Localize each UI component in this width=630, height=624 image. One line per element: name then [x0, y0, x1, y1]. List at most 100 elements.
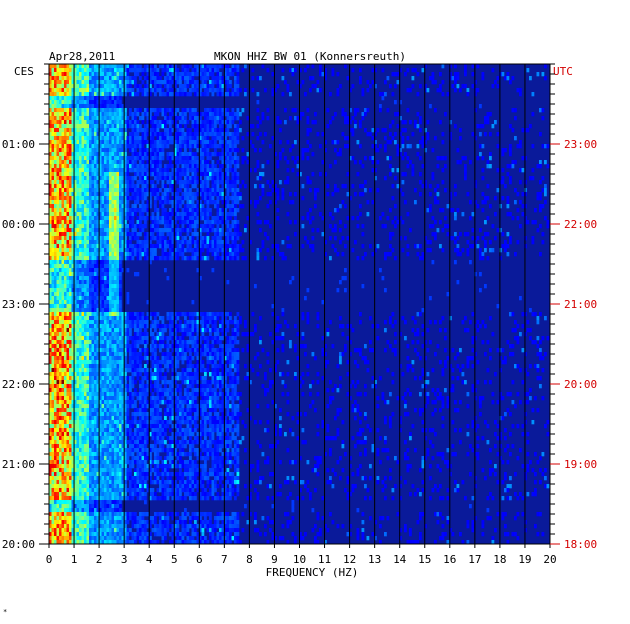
heatmap-cell — [49, 260, 52, 265]
heatmap-cell — [71, 76, 75, 81]
heatmap-cell — [444, 156, 447, 161]
heatmap-cell — [126, 192, 130, 197]
heatmap-cell — [214, 76, 217, 81]
heatmap-cell — [201, 196, 205, 201]
heatmap-cell — [74, 248, 77, 253]
heatmap-cell — [114, 208, 117, 213]
heatmap-cell — [61, 120, 65, 125]
heatmap-cell — [391, 184, 395, 189]
heatmap-cell — [76, 160, 80, 165]
heatmap-cell — [206, 116, 210, 121]
heatmap-cell — [56, 252, 60, 257]
heatmap-cell — [74, 288, 77, 293]
heatmap-cell — [74, 88, 77, 93]
heatmap-cell — [154, 156, 157, 161]
heatmap-cell — [196, 320, 200, 325]
heatmap-cell — [99, 268, 102, 273]
heatmap-cell — [261, 64, 265, 69]
heatmap-cell — [106, 240, 110, 245]
heatmap-cell — [216, 256, 220, 261]
heatmap-cell — [119, 148, 122, 153]
heatmap-cell — [424, 88, 427, 93]
heatmap-cell — [66, 184, 70, 189]
heatmap-cell — [176, 324, 180, 329]
heatmap-cell — [536, 72, 540, 77]
heatmap-cell — [539, 196, 542, 201]
heatmap-cell — [96, 96, 100, 101]
heatmap-cell — [236, 68, 240, 73]
heatmap-cell — [234, 232, 237, 237]
heatmap-cell — [256, 160, 260, 165]
heatmap-cell — [431, 72, 435, 77]
heatmap-cell — [71, 272, 75, 277]
heatmap-cell — [219, 108, 222, 113]
heatmap-cell — [94, 228, 97, 233]
heatmap-cell — [381, 276, 385, 281]
heatmap-cell — [449, 64, 452, 69]
heatmap-cell — [274, 244, 277, 249]
heatmap-cell — [71, 280, 75, 285]
heatmap-cell — [234, 92, 237, 97]
heatmap-cell — [426, 248, 430, 253]
heatmap-cell — [189, 180, 192, 185]
heatmap-cell — [196, 132, 200, 137]
heatmap-cell — [464, 164, 467, 169]
heatmap-cell — [66, 92, 70, 97]
heatmap-cell — [319, 72, 322, 77]
heatmap-cell — [126, 196, 130, 201]
heatmap-cell — [156, 216, 160, 221]
heatmap-cell — [221, 224, 225, 229]
heatmap-cell — [244, 88, 247, 93]
heatmap-cell — [136, 112, 140, 117]
heatmap-cell — [109, 248, 112, 253]
heatmap-cell — [351, 248, 355, 253]
heatmap-cell — [471, 312, 475, 317]
heatmap-cell — [256, 200, 260, 205]
heatmap-cell — [279, 152, 282, 157]
heatmap-cell — [86, 108, 90, 113]
heatmap-cell — [69, 296, 72, 301]
heatmap-cell — [179, 132, 182, 137]
heatmap-cell — [264, 132, 267, 137]
heatmap-cell — [74, 144, 77, 149]
heatmap-cell — [134, 184, 137, 189]
heatmap-cell — [136, 316, 140, 321]
heatmap-cell — [131, 64, 135, 69]
heatmap-cell — [49, 132, 52, 137]
heatmap-cell — [124, 196, 127, 201]
heatmap-cell — [146, 252, 150, 257]
heatmap-cell — [114, 136, 117, 141]
heatmap-cell — [229, 120, 232, 125]
heatmap-cell — [54, 68, 57, 73]
heatmap-cell — [164, 64, 167, 69]
heatmap-cell — [204, 236, 207, 241]
heatmap-cell — [104, 268, 107, 273]
heatmap-cell — [176, 212, 180, 217]
heatmap-cell — [69, 284, 72, 289]
heatmap-cell — [214, 316, 217, 321]
heatmap-cell — [74, 192, 77, 197]
heatmap-cell — [251, 124, 255, 129]
heatmap-cell — [299, 116, 302, 121]
heatmap-cell — [446, 292, 450, 297]
heatmap-cell — [64, 248, 67, 253]
heatmap-cell — [109, 172, 112, 177]
heatmap-cell — [246, 116, 250, 121]
heatmap-cell — [76, 80, 80, 85]
heatmap-cell — [259, 220, 262, 225]
heatmap-cell — [119, 196, 122, 201]
heatmap-cell — [171, 256, 175, 261]
heatmap-cell — [186, 128, 190, 133]
heatmap-cell — [244, 320, 247, 325]
heatmap-cell — [124, 164, 127, 169]
heatmap-cell — [384, 176, 387, 181]
heatmap-cell — [94, 280, 97, 285]
heatmap-cell — [184, 148, 187, 153]
heatmap-cell — [116, 172, 120, 177]
heatmap-cell — [151, 88, 155, 93]
heatmap-cell — [166, 200, 170, 205]
heatmap-cell — [224, 172, 227, 177]
heatmap-cell — [229, 196, 232, 201]
heatmap-cell — [201, 136, 205, 141]
heatmap-cell — [476, 204, 480, 209]
